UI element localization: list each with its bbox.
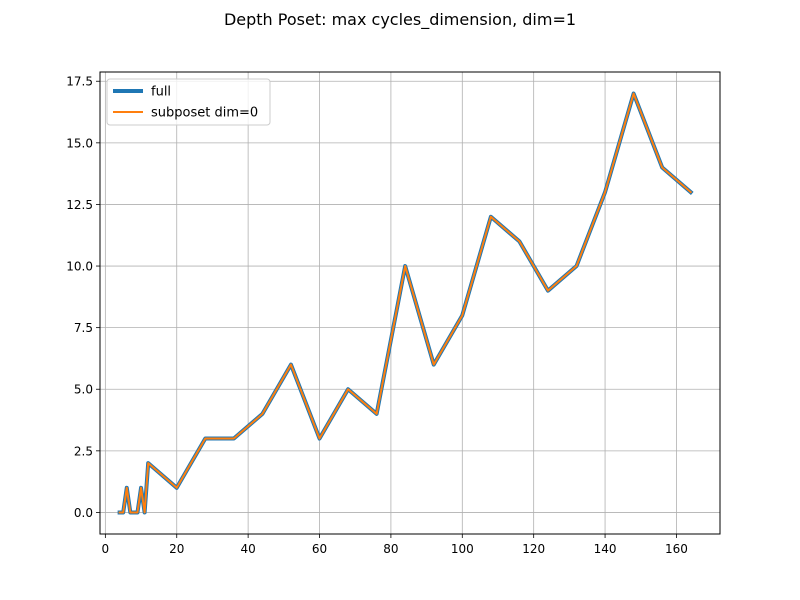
y-tick-label: 17.5 [66,75,93,89]
y-tick-label: 15.0 [66,136,93,150]
x-axis: 0 20 40 60 80 100 120 140 160 [102,534,688,556]
plot-area [100,72,720,534]
gridlines [100,72,720,534]
y-tick-label: 7.5 [74,321,93,335]
plot-frame [99,71,721,535]
y-tick-label: 12.5 [66,198,93,212]
x-tick-label: 60 [312,542,327,556]
x-tick-label: 120 [522,542,545,556]
legend: full subposet dim=0 [106,78,271,126]
series-line-subposet [118,92,693,514]
y-tick-label: 10.0 [66,260,93,274]
x-tick-label: 80 [383,542,398,556]
x-tick-label: 20 [169,542,184,556]
x-tick-label: 160 [665,542,688,556]
x-tick-label: 0 [102,542,110,556]
chart-title: Depth Poset: max cycles_dimension, dim=1 [224,10,576,30]
y-tick-label: 0.0 [74,506,93,520]
x-tick-label: 100 [451,542,474,556]
y-tick-label: 2.5 [74,444,93,458]
y-axis: 0.0 2.5 5.0 7.5 10.0 12.5 15.0 17.5 [66,75,100,520]
legend-label-subposet: subposet dim=0 [151,106,258,121]
y-tick-label: 5.0 [74,383,93,397]
x-tick-label: 140 [594,542,617,556]
x-tick-label: 40 [240,542,255,556]
series-layer [117,91,694,515]
legend-box [106,78,271,126]
legend-label-full: full [151,85,171,100]
